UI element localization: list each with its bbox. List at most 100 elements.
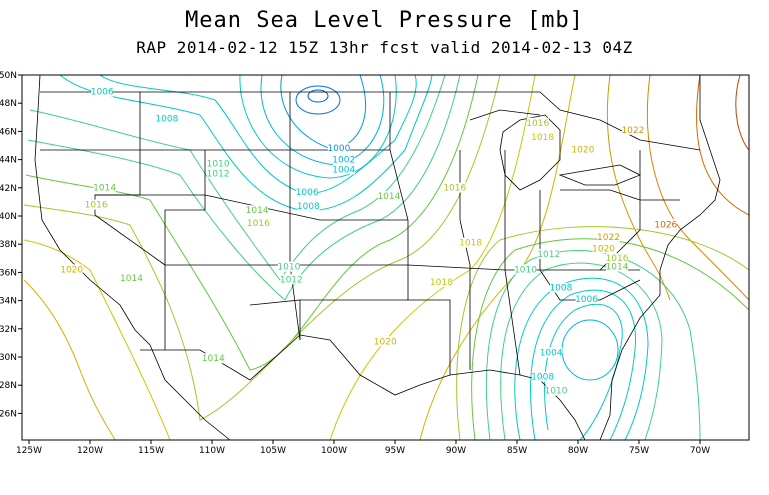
x-tick-label: 85W: [507, 446, 527, 456]
x-tick-label: 80W: [568, 446, 588, 456]
x-tick-label: 75W: [629, 446, 649, 456]
contour-label-bg: [526, 117, 549, 128]
lake-superior: [469, 109, 541, 121]
isobar-label: 1004: [540, 349, 563, 359]
isobar-1028: [735, 75, 749, 151]
contour-label-bg: [459, 237, 482, 248]
isobar-label: 1016: [526, 119, 549, 129]
y-tick-label: 30N: [0, 353, 17, 363]
state-line-3: [165, 264, 640, 271]
y-tick-label: 50N: [0, 71, 17, 81]
isobar-label: 1014: [246, 206, 269, 216]
isobar-label: 1012: [537, 250, 560, 260]
y-tick-label: 36N: [0, 268, 17, 278]
isobar-label: 1014: [377, 192, 400, 202]
contour-label-bg: [327, 143, 350, 154]
isobar-label: 1008: [531, 373, 554, 383]
isobar-label: 1014: [120, 274, 143, 284]
contour-label-bg: [545, 385, 568, 396]
isobar-label: 1010: [277, 263, 300, 273]
state-line-11: [560, 189, 680, 201]
contour-label-bg: [246, 205, 269, 216]
state-line-5: [164, 150, 206, 350]
isobar-label: 1022: [597, 233, 620, 243]
contour-label-bg: [540, 347, 563, 358]
y-tick-label: 28N: [0, 381, 17, 391]
map-subtitle: RAP 2014-02-12 15Z 13hr fcst valid 2014-…: [136, 38, 633, 57]
contour-label-bg: [296, 186, 319, 197]
y-tick-label: 34N: [0, 297, 17, 307]
contour-label-bg: [592, 243, 615, 254]
isobar-1018: [23, 75, 536, 440]
map-title: Mean Sea Level Pressure [mb]: [185, 8, 584, 33]
contour-label-bg: [207, 168, 230, 179]
contour-label-bg: [91, 86, 114, 97]
contour-label-bg: [537, 248, 560, 259]
isobar-1004: [239, 75, 397, 179]
contour-label-bg: [60, 264, 83, 275]
isobar-label: 1002: [332, 155, 355, 165]
isobar-contours: [23, 75, 749, 440]
contour-label-bg: [202, 353, 225, 364]
contour-label-bg: [155, 113, 178, 124]
isobar-label: 1022: [621, 126, 644, 136]
contour-label-bg: [654, 219, 677, 230]
y-tick-label: 46N: [0, 127, 17, 137]
isobar-1016: [23, 75, 501, 421]
isobar-1016-low: [456, 226, 749, 440]
contour-label-bg: [374, 336, 397, 347]
plot-frame: [21, 74, 750, 441]
contour-label-bg: [277, 261, 300, 272]
isobar-label: 1020: [571, 146, 594, 156]
x-tick-label: 100W: [321, 446, 347, 456]
isobar-label: 1008: [549, 284, 572, 294]
state-line-7: [389, 92, 451, 375]
contour-label-bg: [120, 272, 143, 283]
contour-label-bg: [597, 231, 620, 242]
y-tick-label: 48N: [0, 99, 17, 109]
isobar-label: 1026: [654, 220, 677, 230]
contour-label-bg: [377, 191, 400, 202]
isobar-1008-low: [514, 277, 649, 440]
isobar-label: 1008: [155, 115, 178, 125]
isobar-1014-low: [471, 238, 749, 440]
contour-labels: 1006100810101012101410161014101610001002…: [60, 86, 678, 397]
contour-label-bg: [531, 131, 554, 142]
y-axis: 50N 48N 46N 44N 42N 40N 38N 36N 34N 32N 30N 28N 26N: [0, 71, 22, 419]
x-tick-label: 70W: [690, 446, 710, 456]
y-tick-label: 42N: [0, 184, 17, 194]
isobar-label: 1006: [575, 295, 598, 305]
lake-michigan-huron: [499, 114, 561, 191]
isobar-label: 1020: [592, 244, 615, 254]
isobar-1006: [99, 75, 417, 194]
isobar-label: 1004: [332, 165, 355, 175]
isobar-label: 1020: [374, 337, 397, 347]
northern-border: [40, 91, 701, 151]
isobar-1010: [29, 75, 446, 281]
isobar-1026: [696, 75, 749, 216]
lake-erie-ontario: [558, 164, 641, 186]
isobar-1024: [646, 75, 749, 301]
contour-label-bg: [575, 294, 598, 305]
isobar-998: [295, 85, 341, 115]
x-tick-label: 110W: [199, 446, 225, 456]
isobar-label: 1018: [430, 278, 453, 288]
isobar-label: 1016: [247, 219, 270, 229]
isobar-label: 1010: [207, 160, 230, 170]
isobar-label: 1012: [280, 275, 303, 285]
isobar-label: 1010: [514, 265, 537, 275]
contour-label-bg: [443, 182, 466, 193]
isobar-1002-low: [561, 319, 619, 381]
isobar-1022: [606, 75, 671, 301]
y-tick-label: 44N: [0, 156, 17, 166]
contour-label-bg: [430, 277, 453, 288]
contour-label-bg: [207, 158, 230, 169]
isobar-label: 1016: [85, 201, 108, 211]
isobar-label: 1012: [207, 170, 230, 180]
isobar-label: 1006: [91, 88, 114, 98]
isobar-label: 1010: [545, 387, 568, 397]
isobar-label: 1018: [531, 133, 554, 143]
isobar-label: 1020: [60, 265, 83, 275]
contour-label-bg: [606, 261, 629, 272]
